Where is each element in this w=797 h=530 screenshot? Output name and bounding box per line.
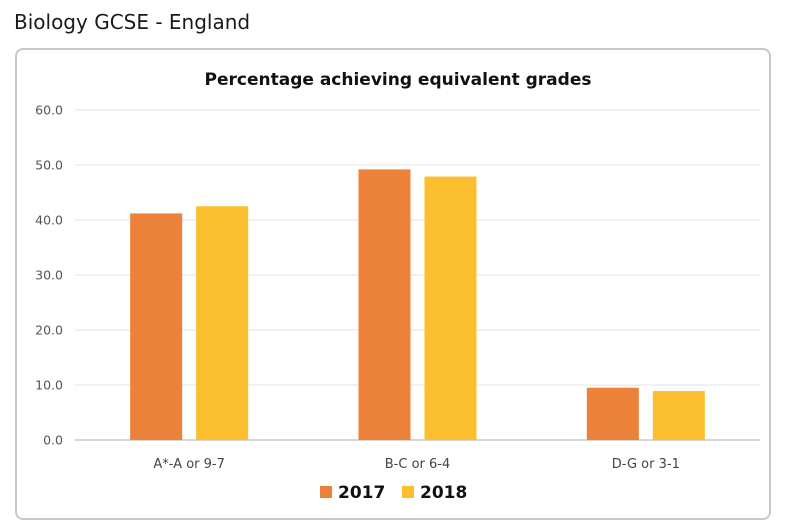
bar-2018-1 — [196, 206, 248, 440]
bar-2017-2 — [359, 169, 411, 440]
x-axis-categories: A*-A or 9-7 B-C or 6-4 D-G or 3-1 — [153, 457, 679, 472]
y-tick-label: 60.0 — [35, 103, 63, 118]
legend-swatch — [402, 486, 414, 498]
legend-swatch — [320, 486, 332, 498]
legend-label: 2017 — [338, 483, 385, 503]
y-axis-ticks: 0.0 10.0 20.0 30.0 40.0 50.0 60.0 — [35, 103, 63, 448]
legend-item-2017: 2017 — [320, 483, 385, 503]
x-category-label: A*-A or 9-7 — [153, 457, 225, 472]
bar-2018-2 — [425, 177, 477, 440]
legend-item-2018: 2018 — [402, 483, 467, 503]
y-tick-label: 30.0 — [35, 268, 63, 283]
x-category-label: B-C or 6-4 — [385, 457, 450, 472]
bar-chart: Percentage achieving equivalent grades 0… — [0, 0, 797, 530]
bar-2018-3 — [653, 391, 705, 440]
chart-title: Percentage achieving equivalent grades — [205, 70, 592, 90]
legend-label: 2018 — [420, 483, 467, 503]
y-tick-label: 50.0 — [35, 158, 63, 173]
bar-2017-3 — [587, 388, 639, 440]
y-tick-label: 20.0 — [35, 323, 63, 338]
x-category-label: D-G or 3-1 — [612, 457, 680, 472]
y-tick-label: 10.0 — [35, 378, 63, 393]
legend: 2017 2018 — [320, 483, 467, 503]
y-tick-label: 0.0 — [43, 433, 63, 448]
bar-2017-1 — [130, 213, 182, 440]
bars — [130, 169, 705, 440]
y-tick-label: 40.0 — [35, 213, 63, 228]
